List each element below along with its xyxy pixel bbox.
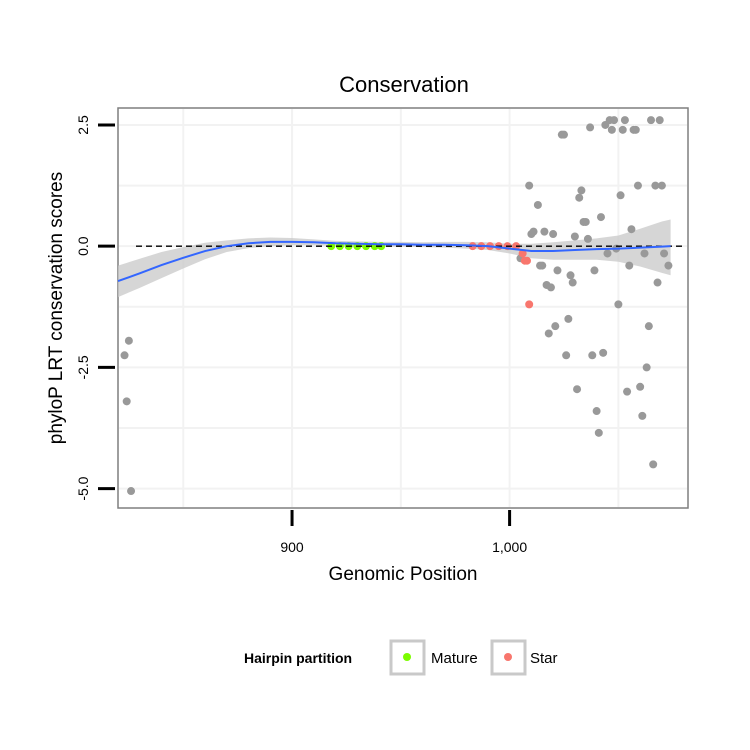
data-point-other <box>566 271 575 280</box>
data-point-other <box>592 407 601 416</box>
data-point-other <box>655 116 664 125</box>
data-point-other <box>564 314 573 323</box>
data-point-other <box>540 227 549 236</box>
data-point-other <box>551 322 560 331</box>
data-point-other <box>636 382 645 391</box>
data-point-other <box>525 181 534 190</box>
plot-panel <box>117 107 689 509</box>
data-point-other <box>533 200 542 209</box>
data-point-other <box>583 234 592 243</box>
data-point-other <box>596 213 605 222</box>
x-tick-label: 900 <box>280 539 304 555</box>
data-point-other <box>124 336 133 345</box>
data-point-other <box>642 363 651 372</box>
smooth-line-path <box>117 240 671 283</box>
data-point-other <box>616 191 625 200</box>
data-point-other <box>559 130 568 139</box>
legend-key-star <box>490 639 527 676</box>
x-axis: 900 1,000 <box>280 510 527 555</box>
data-point-other <box>607 125 616 134</box>
data-point-other <box>657 181 666 190</box>
data-point-other <box>631 125 640 134</box>
data-point-other <box>127 487 136 496</box>
data-point-other <box>577 186 586 195</box>
data-point-other <box>653 278 662 287</box>
data-point-other <box>544 329 553 338</box>
chart-title: Conservation <box>339 72 469 97</box>
data-point-other <box>562 351 571 360</box>
data-point-other <box>647 116 656 125</box>
y-axis: -5.0 -2.5 0.0 2.5 <box>75 115 115 501</box>
y-tick-label: -2.5 <box>75 355 91 379</box>
data-point-other <box>664 261 673 270</box>
smooth-trend-line <box>117 240 671 283</box>
data-point-other <box>568 278 577 287</box>
data-point-star <box>525 300 534 309</box>
data-point-other <box>610 116 619 125</box>
confidence-ribbon <box>118 219 671 298</box>
legend: Hairpin partition Mature Star <box>244 639 558 676</box>
legend-title: Hairpin partition <box>244 650 352 666</box>
data-point-other <box>623 387 632 396</box>
data-point-other <box>573 385 582 394</box>
data-point-other <box>627 225 636 234</box>
legend-label-mature: Mature <box>431 650 478 667</box>
data-point-other <box>581 217 590 226</box>
plot-area <box>117 107 689 509</box>
data-point-other <box>644 322 653 331</box>
data-point-star <box>523 256 532 265</box>
data-point-star <box>518 249 527 258</box>
data-point-other <box>651 181 660 190</box>
data-point-other <box>538 261 547 270</box>
data-point-other <box>122 397 131 406</box>
data-point-other <box>590 266 599 275</box>
data-point-other <box>594 428 603 437</box>
data-point-other <box>570 232 579 241</box>
data-point-other <box>549 230 558 239</box>
data-point-other <box>660 249 669 258</box>
data-point-other <box>529 227 538 236</box>
y-axis-title: phyloP LRT conservation scores <box>46 172 67 445</box>
data-point-other <box>603 249 612 258</box>
x-tick-label: 1,000 <box>492 539 527 555</box>
data-point-other <box>633 181 642 190</box>
data-point-other <box>638 411 647 420</box>
confidence-ribbon-area <box>118 219 671 298</box>
data-point-other <box>618 125 627 134</box>
y-tick-label: 0.0 <box>75 236 91 256</box>
data-point-other <box>649 460 658 469</box>
data-point-other <box>599 348 608 357</box>
data-point-other <box>625 261 634 270</box>
data-point-other <box>575 193 584 202</box>
data-point-other <box>640 249 649 258</box>
data-point-other <box>546 283 555 292</box>
data-point-other <box>553 266 562 275</box>
legend-marker-star <box>504 653 512 661</box>
y-tick-label: 2.5 <box>75 115 91 135</box>
y-tick-label: -5.0 <box>75 476 91 500</box>
x-axis-title: Genomic Position <box>329 564 478 585</box>
legend-label-star: Star <box>530 650 558 667</box>
data-point-other <box>620 116 629 125</box>
legend-marker-mature <box>403 653 411 661</box>
data-point-other <box>588 351 597 360</box>
data-point-other <box>586 123 595 132</box>
data-point-other <box>120 351 129 360</box>
data-point-other <box>614 300 623 309</box>
